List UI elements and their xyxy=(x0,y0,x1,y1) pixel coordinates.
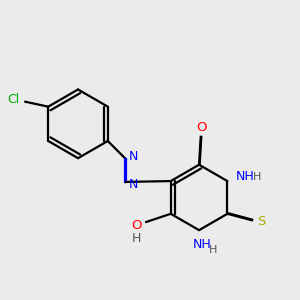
Text: N: N xyxy=(128,150,138,163)
Text: NH: NH xyxy=(236,170,255,183)
Text: N: N xyxy=(128,178,138,191)
Text: H: H xyxy=(208,245,217,255)
Text: O: O xyxy=(196,121,207,134)
Text: O: O xyxy=(131,219,142,232)
Text: NH: NH xyxy=(193,238,212,251)
Text: Cl: Cl xyxy=(7,93,19,106)
Text: H: H xyxy=(132,232,141,245)
Text: H: H xyxy=(253,172,262,182)
Text: S: S xyxy=(258,215,266,229)
